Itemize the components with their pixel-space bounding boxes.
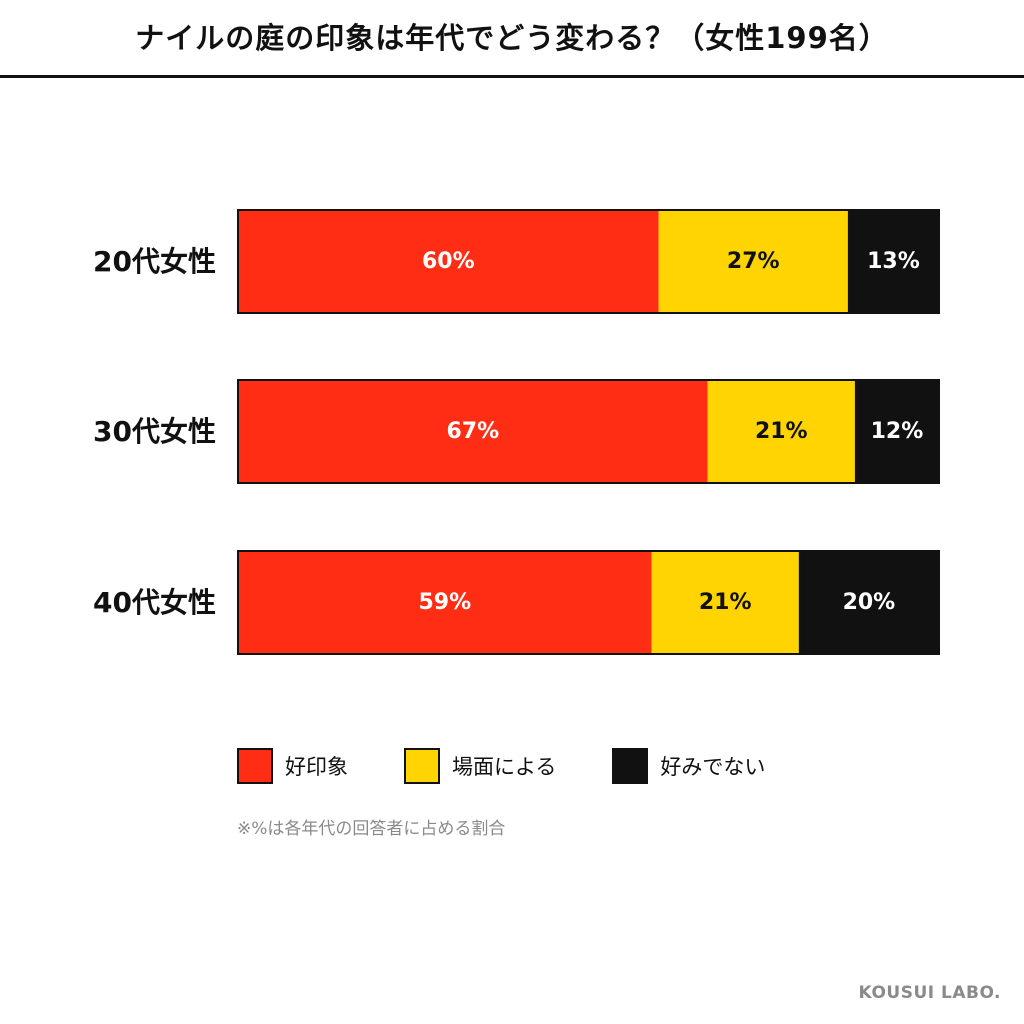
legend-swatch-positive — [237, 748, 273, 784]
data-label-positive-3: 59% — [418, 590, 471, 615]
legend-swatch-dislike — [612, 748, 649, 784]
data-label-depends-3: 21% — [699, 590, 752, 615]
row-label-2: 30代女性 — [93, 415, 216, 448]
legend-item-dislike: 好みでない — [612, 748, 765, 784]
bar-segment-depends-1 — [658, 210, 848, 313]
data-label-dislike-1: 13% — [867, 249, 920, 274]
row-label-1: 20代女性 — [93, 245, 216, 278]
bar-outline-3 — [237, 550, 940, 655]
bar-segment-depends-3 — [651, 551, 799, 654]
data-label-positive-1: 60% — [422, 249, 475, 274]
bar-outline-2 — [237, 379, 940, 484]
header: ナイルの庭の印象は年代でどう変わる？（女性199名） — [0, 0, 1024, 78]
brand-logo-text: KOUSUI LABO. — [858, 983, 1001, 1003]
legend-item-positive: 好印象 — [237, 748, 348, 784]
footnote: ※%は各年代の回答者に占める割合 — [237, 819, 506, 839]
page-title: ナイルの庭の印象は年代でどう変わる？（女性199名） — [135, 20, 889, 55]
bar-segment-dislike-3 — [798, 551, 939, 654]
bar-segment-positive-3 — [238, 551, 652, 654]
data-label-dislike-2: 12% — [871, 419, 924, 444]
legend-label-positive: 好印象 — [285, 755, 348, 779]
legend-item-depends: 場面による — [404, 748, 556, 784]
row-label-3: 40代女性 — [93, 586, 216, 619]
data-label-dislike-3: 20% — [843, 590, 896, 615]
bar-outline-1 — [237, 209, 940, 314]
legend-swatch-depends — [404, 748, 440, 784]
legend-label-dislike: 好みでない — [660, 755, 766, 779]
data-label-depends-1: 27% — [727, 249, 780, 274]
data-label-depends-2: 21% — [755, 419, 808, 444]
legend: 好印象 場面による 好みでない — [237, 748, 821, 784]
data-label-positive-2: 67% — [446, 419, 499, 444]
bar-segment-positive-2 — [238, 380, 708, 483]
bar-segment-positive-1 — [238, 210, 659, 313]
bar-segment-dislike-2 — [854, 380, 939, 483]
stacked-bar-chart: 20代女性 60% 27% 13% 30代女性 67% 21% 12% 40代女性 59% 21% 2… — [93, 209, 940, 655]
legend-label-depends: 場面による — [452, 755, 557, 779]
bar-segment-dislike-1 — [847, 210, 939, 313]
bar-segment-depends-2 — [707, 380, 855, 483]
